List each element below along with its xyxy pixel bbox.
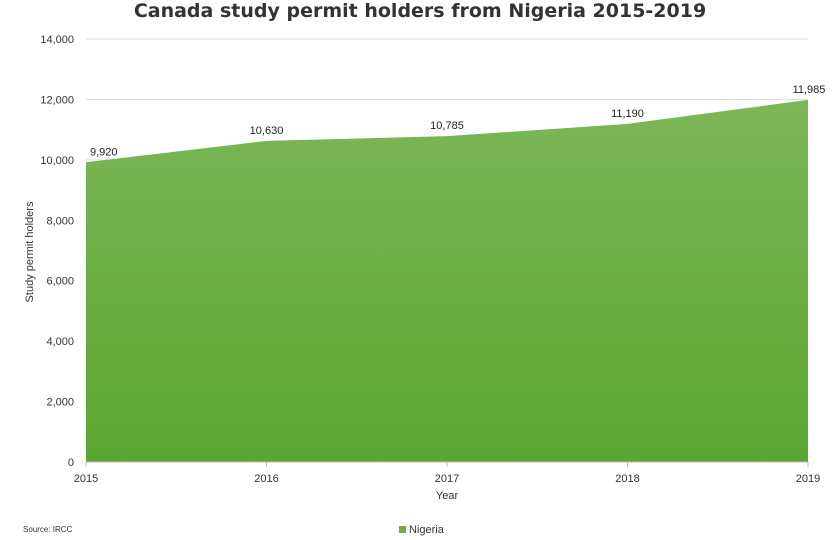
x-axis-ticks: 2015 2016 2017 2018 2019 [74, 462, 820, 485]
x-axis-label: Year [436, 490, 459, 502]
y-tick-label: 10,000 [40, 155, 74, 167]
area-series-nigeria [86, 99, 808, 463]
y-axis-label: Study permit holders [24, 201, 36, 302]
y-axis-ticks: 0 2,000 4,000 6,000 8,000 10,000 12,000 14,000 [40, 34, 74, 469]
data-label: 10,630 [250, 125, 284, 137]
y-tick-label: 0 [68, 457, 74, 469]
data-label: 11,190 [611, 108, 644, 120]
y-tick-label: 14,000 [40, 34, 74, 46]
area-series [86, 99, 808, 463]
x-tick-label: 2016 [254, 473, 278, 485]
data-label: 9,920 [90, 146, 118, 158]
legend-swatch [399, 526, 406, 533]
source-note: Source: IRCC [23, 525, 73, 534]
y-tick-label: 2,000 [46, 397, 74, 409]
legend: Nigeria [399, 524, 445, 536]
legend-label: Nigeria [409, 524, 445, 536]
y-tick-label: 6,000 [46, 276, 74, 288]
x-tick-label: 2017 [435, 473, 459, 485]
y-tick-label: 8,000 [46, 215, 74, 227]
x-tick-label: 2015 [74, 473, 98, 485]
data-label: 10,785 [430, 120, 464, 132]
y-tick-label: 4,000 [46, 336, 74, 348]
x-tick-label: 2019 [796, 473, 820, 485]
data-label: 11,985 [793, 84, 826, 96]
y-tick-label: 12,000 [40, 94, 74, 106]
x-tick-label: 2018 [615, 473, 639, 485]
chart-title: Canada study permit holders from Nigeria… [134, 0, 706, 22]
data-labels: 9,920 10,630 10,785 11,190 11,985 [90, 84, 825, 158]
